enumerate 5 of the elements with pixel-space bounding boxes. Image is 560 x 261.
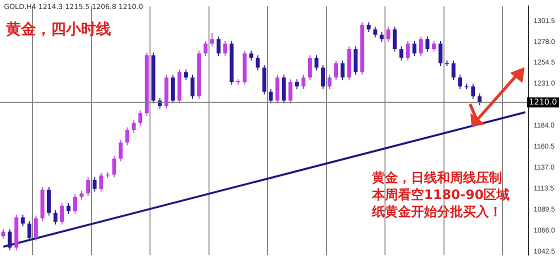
annotation: 本周看空1180-90区域 xyxy=(372,187,510,204)
text: 黄金，四小时线 xyxy=(6,20,111,39)
annotation: 黄金，日线和周线压制 xyxy=(372,170,503,187)
ref-line-label: 1210.0 xyxy=(529,98,558,107)
annotation: 纸黄金开始分批买入！ xyxy=(372,204,503,221)
